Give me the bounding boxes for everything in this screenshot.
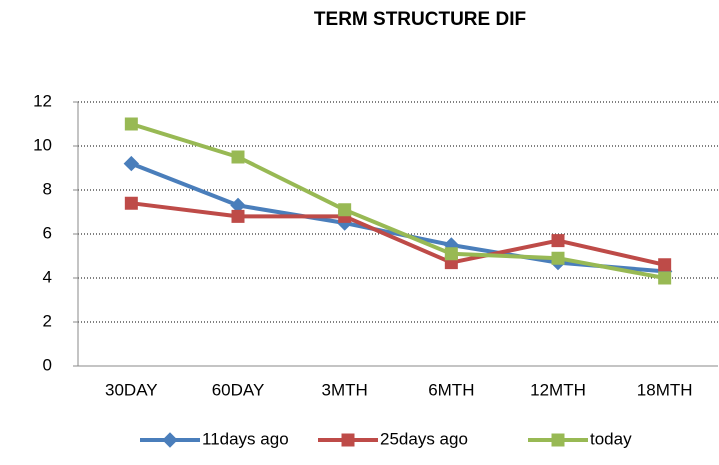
legend-marker: [341, 433, 355, 447]
y-tick-label: 6: [43, 223, 52, 242]
legend-label: 11days ago: [202, 429, 289, 448]
y-tick-label: 2: [43, 311, 52, 330]
y-tick-label: 12: [33, 91, 52, 110]
x-tick-label: 6MTH: [428, 380, 474, 399]
y-tick-label: 0: [43, 355, 52, 374]
series-line: [131, 201, 666, 267]
y-tick-label: 10: [33, 135, 52, 154]
x-tick-label: 60DAY: [212, 380, 265, 399]
legend-label: 25days ago: [380, 429, 468, 448]
x-tick-label: 18MTH: [637, 380, 693, 399]
point-marker: [551, 251, 565, 265]
point-marker: [551, 234, 565, 248]
point-marker: [231, 209, 245, 223]
legend-label: today: [590, 429, 632, 448]
legend-marker: [551, 433, 565, 447]
x-tick-label: 12MTH: [530, 380, 586, 399]
point-marker: [124, 196, 138, 210]
series-line: [130, 122, 666, 280]
point-marker: [124, 117, 138, 131]
point-marker: [658, 258, 672, 272]
x-tick-label: 30DAY: [105, 380, 158, 399]
point-marker: [658, 271, 672, 285]
series-line: [130, 161, 665, 274]
y-tick-label: 8: [43, 179, 52, 198]
x-tick-label: 3MTH: [322, 380, 368, 399]
point-marker: [123, 155, 140, 172]
point-marker: [338, 203, 352, 217]
point-marker: [231, 150, 245, 164]
chart-title: TERM STRUCTURE DIF: [314, 9, 526, 30]
y-tick-label: 4: [43, 267, 52, 286]
point-marker: [444, 247, 458, 261]
legend-marker: [162, 432, 178, 448]
